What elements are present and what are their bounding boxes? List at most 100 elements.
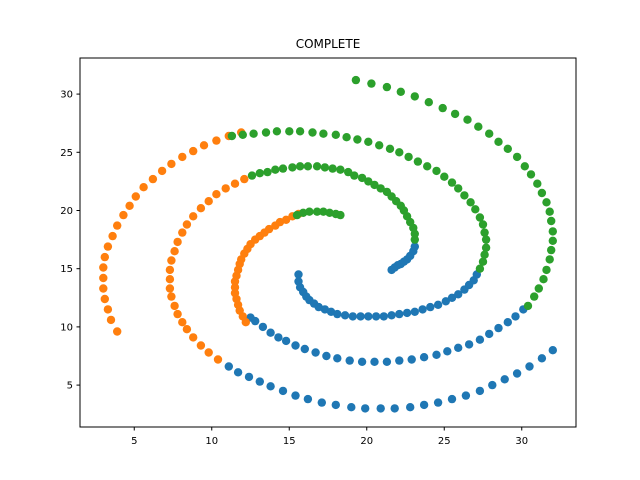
data-point-series-1	[370, 357, 379, 366]
data-point-series-3	[410, 235, 419, 244]
data-point-series-2	[182, 220, 192, 229]
data-point-series-2	[99, 284, 108, 293]
data-point-series-3	[474, 122, 483, 131]
data-point-series-2	[108, 231, 117, 241]
data-point-series-3	[353, 135, 362, 144]
data-point-series-3	[278, 164, 288, 173]
data-point-series-1	[376, 404, 385, 413]
data-point-series-3	[336, 165, 345, 174]
data-point-series-3	[520, 162, 529, 171]
x-tick-label: 15	[283, 436, 296, 447]
data-point-series-1	[311, 348, 320, 357]
data-point-series-1	[525, 362, 534, 371]
data-point-series-1	[426, 302, 435, 312]
data-point-series-3	[342, 133, 351, 142]
data-point-series-3	[537, 188, 547, 198]
data-point-series-2	[170, 301, 179, 311]
data-point-series-1	[266, 382, 275, 391]
data-point-series-3	[238, 130, 247, 139]
data-point-series-3	[344, 167, 353, 177]
data-point-series-3	[548, 236, 557, 245]
x-tick-label: 20	[360, 436, 373, 447]
data-point-series-3	[396, 87, 405, 97]
data-point-series-1	[433, 398, 443, 407]
data-point-series-3	[480, 228, 489, 237]
data-point-series-1	[303, 394, 313, 404]
data-point-series-2	[103, 242, 113, 251]
data-point-series-2	[173, 309, 182, 319]
y-tick-label: 5	[67, 381, 73, 392]
data-point-series-1	[345, 356, 354, 365]
data-point-series-3	[312, 207, 322, 216]
data-point-series-3	[542, 265, 551, 275]
data-point-series-2	[230, 288, 240, 298]
data-point-series-3	[395, 148, 404, 157]
data-point-series-3	[370, 180, 379, 190]
data-point-series-2	[281, 215, 291, 224]
data-point-series-3	[305, 207, 314, 216]
data-point-series-2	[173, 237, 182, 247]
data-point-series-3	[545, 207, 554, 216]
data-point-series-2	[204, 348, 213, 357]
data-point-series-1	[395, 309, 404, 319]
data-point-series-1	[447, 394, 457, 404]
data-point-series-3	[481, 235, 491, 244]
data-point-series-3	[271, 165, 280, 174]
data-point-series-3	[485, 129, 494, 138]
data-point-series-3	[526, 170, 536, 179]
data-point-series-3	[512, 152, 522, 162]
data-point-series-1	[500, 375, 509, 384]
data-point-series-3	[261, 128, 271, 137]
data-point-series-1	[454, 290, 463, 299]
data-point-series-2	[264, 224, 274, 234]
data-point-series-3	[466, 198, 475, 207]
data-point-series-3	[438, 103, 447, 113]
data-point-series-2	[178, 318, 187, 327]
data-point-series-3	[547, 245, 556, 255]
data-point-series-1	[244, 372, 254, 382]
data-point-series-2	[199, 141, 209, 150]
data-point-series-3	[320, 163, 330, 172]
data-point-series-3	[308, 128, 317, 137]
data-point-series-2	[139, 183, 148, 192]
data-point-series-3	[272, 127, 282, 136]
data-point-series-2	[131, 192, 140, 201]
data-point-series-3	[545, 255, 554, 264]
data-point-series-3	[328, 164, 337, 173]
data-point-series-3	[413, 157, 423, 166]
data-point-series-1	[281, 336, 291, 346]
data-point-series-3	[432, 166, 441, 176]
data-point-series-1	[233, 368, 243, 377]
data-point-series-3	[475, 213, 485, 222]
data-point-series-2	[182, 325, 192, 334]
data-point-series-3	[480, 250, 489, 259]
data-point-series-1	[454, 343, 463, 352]
y-tick-label: 30	[60, 90, 73, 101]
data-point-series-2	[196, 204, 206, 213]
data-point-series-3	[447, 178, 457, 187]
data-point-series-3	[227, 131, 237, 141]
data-point-series-3	[542, 198, 551, 207]
data-point-series-1	[357, 357, 367, 366]
data-point-series-2	[196, 341, 206, 350]
data-point-series-2	[178, 152, 187, 162]
data-point-series-1	[441, 297, 450, 306]
data-point-series-3	[475, 264, 485, 273]
data-point-series-1	[379, 312, 388, 321]
data-point-series-2	[221, 184, 230, 193]
data-point-series-3	[404, 152, 413, 162]
data-point-series-2	[165, 275, 175, 284]
data-point-series-2	[170, 247, 179, 256]
data-point-series-2	[119, 210, 128, 220]
data-point-series-1	[294, 270, 303, 279]
data-point-series-1	[258, 322, 268, 332]
data-point-series-1	[475, 386, 485, 396]
ticks-layer: 5 10 15 20 25 30 5 10 15 20 25 30	[60, 90, 528, 447]
data-point-series-2	[167, 159, 176, 169]
data-point-series-3	[440, 172, 449, 181]
data-point-series-3	[450, 109, 460, 119]
data-point-series-3	[364, 137, 373, 146]
data-point-series-2	[212, 190, 221, 199]
data-point-series-3	[410, 92, 419, 101]
